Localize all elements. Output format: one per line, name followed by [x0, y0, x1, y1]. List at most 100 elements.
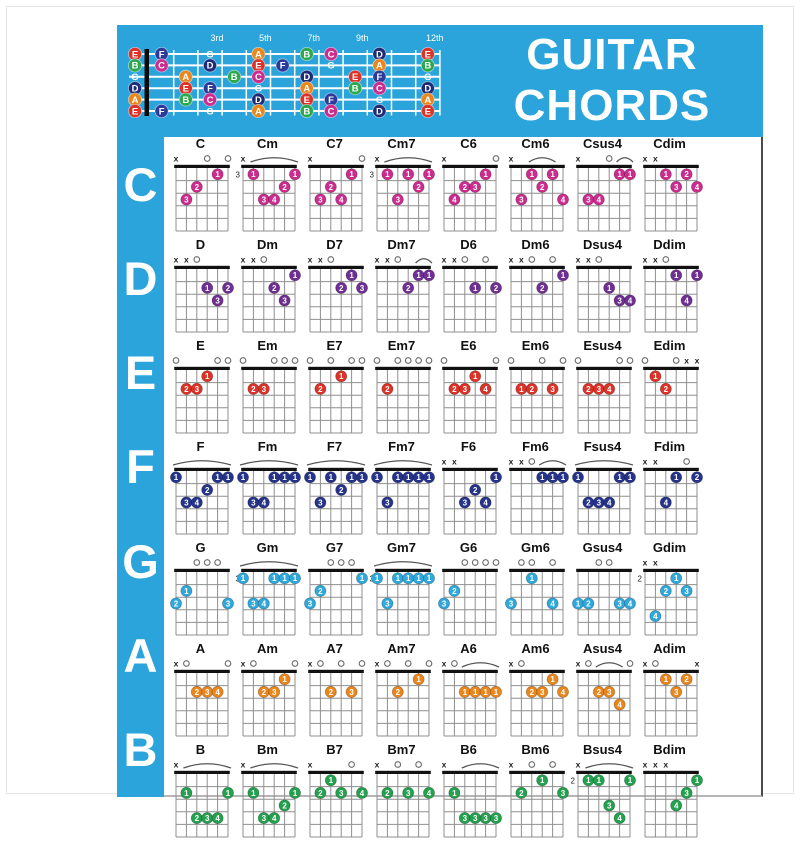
- svg-text:2: 2: [194, 183, 199, 192]
- svg-text:2: 2: [194, 688, 199, 697]
- svg-text:1: 1: [292, 789, 297, 798]
- svg-text:x: x: [452, 255, 457, 265]
- svg-text:D: D: [255, 95, 262, 106]
- svg-text:G: G: [206, 49, 213, 60]
- chord-cell-E7: E7 1 2: [301, 339, 368, 440]
- svg-text:x: x: [508, 154, 513, 164]
- chord-cell-Gm7: Gm73111113: [368, 541, 435, 642]
- svg-text:A: A: [182, 72, 189, 83]
- svg-text:3: 3: [261, 385, 266, 394]
- svg-text:1: 1: [416, 574, 421, 583]
- svg-text:1: 1: [395, 574, 400, 583]
- chord-cell-Cm: Cm x 3 1 1 2 3 4: [234, 137, 301, 238]
- sidebar-letter-G: G: [122, 534, 159, 588]
- svg-text:2: 2: [395, 688, 400, 697]
- chord-name: F: [196, 439, 205, 454]
- svg-text:1: 1: [426, 473, 431, 482]
- chord-cell-Bm7: Bm7 x 2 3 4: [368, 743, 435, 844]
- svg-text:1: 1: [349, 473, 354, 482]
- chord-cell-Bdim: Bdim x x x 1 3 4: [636, 743, 703, 844]
- chord-cell-Gsus4: Gsus4 1 2 3 4: [569, 541, 636, 642]
- svg-text:1: 1: [349, 271, 354, 280]
- svg-text:D: D: [424, 84, 431, 95]
- svg-text:1: 1: [663, 170, 668, 179]
- svg-text:1: 1: [586, 776, 591, 785]
- poster-title: GUITAR CHORDS: [469, 29, 755, 131]
- svg-text:1: 1: [282, 675, 287, 684]
- chord-cell-Fm7: Fm7 1 1 1 1 1 3: [368, 440, 435, 541]
- svg-text:1: 1: [627, 170, 632, 179]
- svg-text:G: G: [424, 72, 431, 83]
- svg-text:2: 2: [529, 688, 534, 697]
- svg-text:4: 4: [483, 385, 488, 394]
- chord-name: Gm: [256, 540, 279, 555]
- svg-text:1: 1: [539, 776, 544, 785]
- chord-name: Gdim: [652, 540, 687, 555]
- chord-cell-Em6: Em6 1 2 3: [502, 339, 569, 440]
- svg-text:3: 3: [483, 814, 488, 823]
- svg-text:1: 1: [225, 789, 230, 798]
- chord-name: D: [195, 237, 206, 252]
- svg-text:x: x: [240, 659, 245, 669]
- svg-text:1: 1: [292, 170, 297, 179]
- chord-name: A: [195, 641, 206, 656]
- chord-diagram: 1 3 4: [503, 555, 569, 642]
- svg-text:x: x: [240, 255, 245, 265]
- chord-name: Asus4: [582, 641, 623, 656]
- chord-cell-Esus4: Esus4 2 3 4: [569, 339, 636, 440]
- svg-text:F: F: [207, 84, 213, 95]
- svg-text:2: 2: [385, 385, 390, 394]
- svg-text:4: 4: [215, 688, 220, 697]
- chord-name: Dm7: [387, 237, 416, 252]
- svg-text:1: 1: [550, 675, 555, 684]
- svg-text:G: G: [255, 84, 262, 95]
- svg-text:2: 2: [338, 284, 343, 293]
- svg-text:2: 2: [405, 284, 410, 293]
- chord-name: Em: [257, 338, 278, 353]
- chord-cell-Dsus4: Dsus4 x x 1 3 4: [569, 238, 636, 339]
- svg-text:F: F: [280, 61, 286, 72]
- chord-cell-Fdim: Fdim x x 1 2 4: [636, 440, 703, 541]
- chord-cell-Fm6: Fm6 x x 1 1 1: [502, 440, 569, 541]
- chord-name: Esus4: [583, 338, 622, 353]
- svg-text:1: 1: [251, 170, 256, 179]
- svg-text:2: 2: [251, 385, 256, 394]
- svg-text:x: x: [441, 255, 446, 265]
- svg-text:A: A: [424, 95, 431, 106]
- svg-text:3: 3: [405, 789, 410, 798]
- svg-text:x: x: [575, 154, 580, 164]
- svg-text:1: 1: [359, 473, 364, 482]
- chord-cell-Dm7: Dm7 x x 1 1 2: [368, 238, 435, 339]
- svg-text:A: A: [303, 84, 310, 95]
- svg-text:2: 2: [184, 385, 189, 394]
- svg-text:x: x: [374, 659, 379, 669]
- svg-text:1: 1: [328, 473, 333, 482]
- svg-text:1: 1: [529, 170, 534, 179]
- svg-text:1: 1: [240, 473, 245, 482]
- chord-name: Bsus4: [582, 742, 623, 757]
- svg-text:1: 1: [539, 473, 544, 482]
- svg-text:1: 1: [663, 675, 668, 684]
- svg-text:1: 1: [215, 473, 220, 482]
- svg-text:4: 4: [694, 183, 699, 192]
- svg-text:x: x: [575, 760, 580, 770]
- svg-text:1: 1: [575, 473, 580, 482]
- svg-text:1: 1: [673, 473, 678, 482]
- svg-text:3: 3: [560, 789, 565, 798]
- svg-text:C: C: [376, 84, 383, 95]
- chord-name: Ddim: [653, 237, 686, 252]
- chord-diagram: 3111134: [235, 555, 301, 642]
- chord-cell-Csus4: Csus4 x 1 1 3 4: [569, 137, 636, 238]
- svg-text:x: x: [508, 760, 513, 770]
